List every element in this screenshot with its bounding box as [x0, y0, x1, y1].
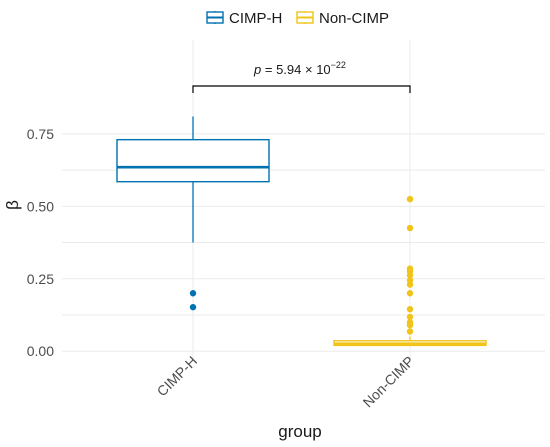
- legend-label-non-cimp: Non-CIMP: [319, 10, 389, 27]
- y-axis-ticks: 0.00 0.25 0.50 0.75: [27, 126, 54, 359]
- outlier-point-non-cimp[interactable]: [406, 272, 414, 279]
- p-symbol: p: [253, 62, 261, 77]
- legend-item-non-cimp[interactable]: Non-CIMP: [296, 10, 389, 27]
- x-tick-label-cimp-h: CIMP-H: [154, 353, 201, 400]
- p-value-base: = 5.94 × 10: [261, 62, 330, 77]
- legend: CIMP-H Non-CIMP: [206, 10, 389, 27]
- y-tick-label: 0.25: [27, 271, 54, 287]
- outlier-point-non-cimp[interactable]: [406, 328, 414, 335]
- outlier-point-non-cimp[interactable]: [406, 313, 414, 321]
- x-tick-label-non-cimp: Non-CIMP: [360, 353, 418, 411]
- outlier-point-cimp-h[interactable]: [189, 290, 197, 297]
- x-axis-title: group: [278, 422, 321, 441]
- significance-annotation: p = 5.94 × 10−22: [192, 60, 411, 93]
- outlier-point-cimp-h[interactable]: [189, 303, 197, 311]
- outlier-point-non-cimp[interactable]: [406, 321, 414, 329]
- y-tick-label: 0.00: [27, 343, 54, 359]
- box-non-cimp[interactable]: [333, 336, 487, 347]
- legend-label-cimp-h: CIMP-H: [229, 10, 282, 27]
- outlier-point-non-cimp[interactable]: [406, 195, 414, 203]
- p-value-label: p = 5.94 × 10−22: [253, 60, 346, 77]
- x-axis-ticks: CIMP-H Non-CIMP: [154, 353, 418, 411]
- gridlines: [62, 40, 545, 362]
- y-tick-label: 0.50: [27, 198, 54, 214]
- p-value-exponent: −22: [331, 60, 346, 70]
- y-axis-title: β: [3, 200, 22, 210]
- y-tick-label: 0.75: [27, 126, 54, 142]
- outlier-point-non-cimp[interactable]: [406, 305, 414, 313]
- outlier-point-non-cimp[interactable]: [406, 281, 414, 288]
- outlier-point-non-cimp[interactable]: [406, 224, 414, 232]
- box-cimp-h[interactable]: [116, 116, 270, 243]
- outlier-point-non-cimp[interactable]: [406, 290, 414, 297]
- legend-item-cimp-h[interactable]: CIMP-H: [206, 10, 282, 27]
- boxes: [116, 116, 487, 347]
- significance-bracket: [192, 85, 411, 93]
- box-iqr: [116, 138, 270, 183]
- outlier-points: [189, 195, 414, 335]
